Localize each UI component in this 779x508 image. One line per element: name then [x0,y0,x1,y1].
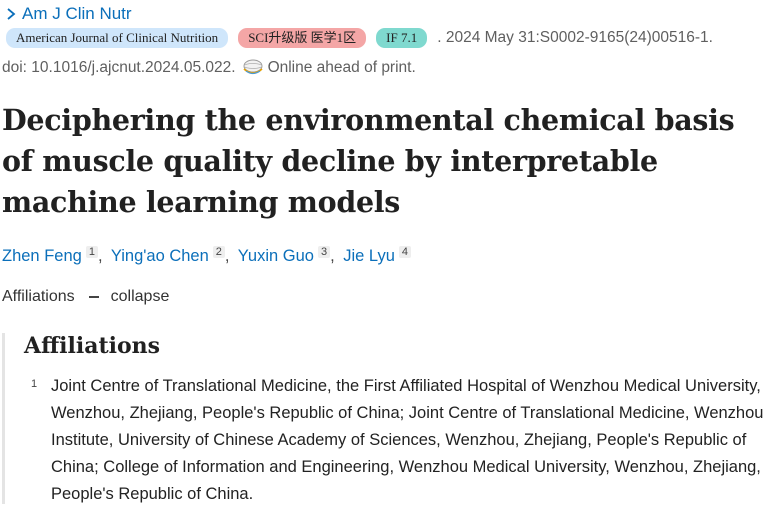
affiliation-ref[interactable]: 1 [85,246,98,258]
author-separator: , [224,247,230,265]
online-status-text: Online ahead of print. [267,59,416,76]
journal-name-badge[interactable]: American Journal of Clinical Nutrition [6,28,229,48]
affiliations-panel: Affiliations 1 Joint Centre of Translati… [2,333,779,504]
doi-text: doi: 10.1016/j.ajcnut.2024.05.022. [2,59,236,76]
meta-doi-row: doi: 10.1016/j.ajcnut.2024.05.022. Onlin… [2,58,416,78]
affiliation-ref[interactable]: 3 [317,246,331,258]
meta-badges: American Journal of Clinical Nutrition S… [6,28,713,48]
author-separator: , [97,247,103,265]
sci-rank-badge[interactable]: SCI升级版 医学1区 [238,28,367,48]
journal-header: Am J Clin Nutr [0,4,132,24]
affiliations-toggle-label: Affiliations [2,288,75,305]
affiliations-heading: Affiliations [24,333,161,359]
affiliation-number: 1 [31,378,38,390]
author-list: Zhen Feng 1, Ying'ao Chen 2, Yuxin Guo 3, J… [2,246,412,266]
collapse-icon [88,296,99,298]
chevron-right-icon[interactable] [4,7,18,21]
affiliation-ref[interactable]: 2 [212,246,225,258]
journal-link[interactable]: Am J Clin Nutr [22,4,132,23]
online-globe-icon [243,59,263,75]
author-link[interactable]: Jie Lyu [343,247,395,265]
author-link[interactable]: Zhen Feng [2,247,82,265]
online-status: Online ahead of print. [242,58,416,78]
author-link[interactable]: Yuxin Guo [237,247,314,265]
affiliation-text: Joint Centre of Translational Medicine, … [51,377,764,503]
affiliations-toggle[interactable]: Affiliations collapse [2,288,169,306]
impact-factor-badge[interactable]: IF 7.1 [376,28,428,48]
affiliation-ref[interactable]: 4 [398,246,412,258]
affiliations-toggle-action[interactable]: collapse [110,288,170,305]
author-link[interactable]: Ying'ao Chen [110,247,209,265]
article-title: Deciphering the environmental chemical b… [2,103,735,219]
author-separator: , [330,247,335,265]
citation-details: . 2024 May 31:S0002-9165(24)00516-1. [437,29,713,46]
affiliation-item: 1 Joint Centre of Translational Medicine… [31,373,779,508]
